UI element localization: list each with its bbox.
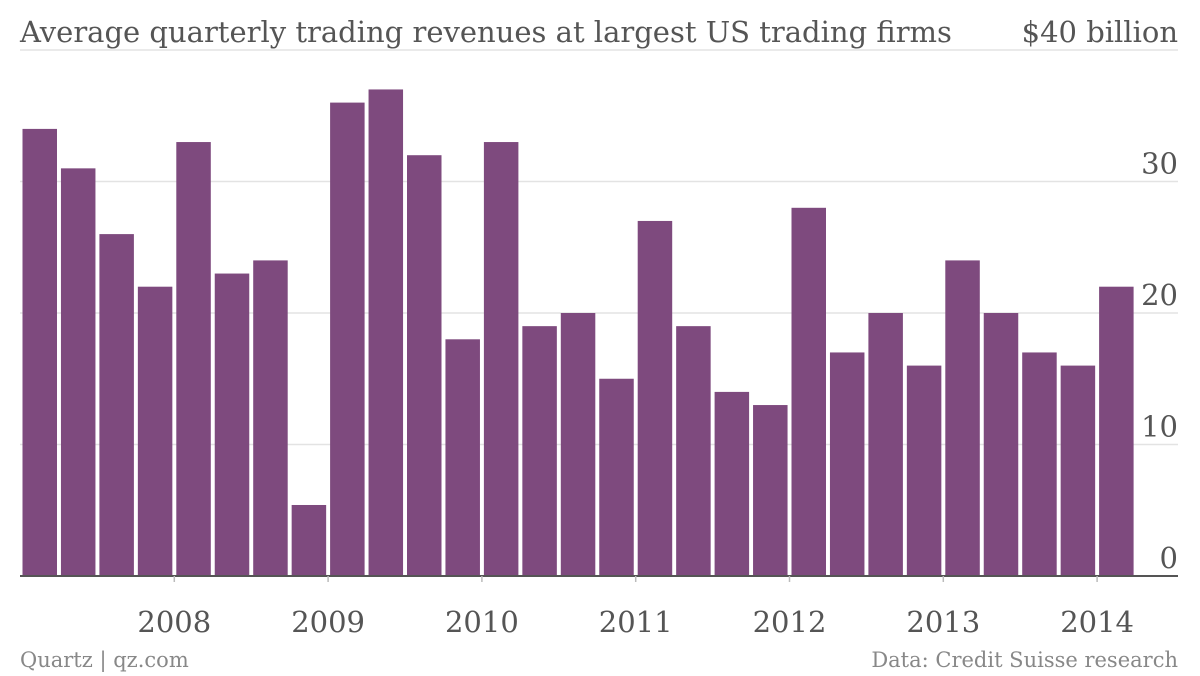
bar bbox=[214, 273, 250, 576]
bar bbox=[829, 352, 865, 576]
bar bbox=[599, 378, 634, 576]
axis-layer: 0 10 20 30 2008 2009 2010 2011 2012 2013 2014 bbox=[20, 147, 1178, 639]
bar bbox=[676, 326, 711, 576]
bar-layer bbox=[22, 89, 1134, 577]
bar bbox=[791, 207, 826, 577]
chart-title: Average quarterly trading revenues at la… bbox=[19, 15, 952, 49]
bar bbox=[137, 286, 173, 576]
bar bbox=[753, 405, 788, 576]
x-tick-label: 2012 bbox=[753, 605, 827, 639]
bar bbox=[291, 504, 327, 576]
data-source: Data: Credit Suisse research bbox=[871, 648, 1178, 672]
bar bbox=[906, 365, 942, 576]
bar bbox=[253, 260, 288, 576]
source-credit: Quartz | qz.com bbox=[20, 648, 189, 673]
x-tick-label: 2011 bbox=[599, 605, 673, 639]
y-tick-label: 0 bbox=[1160, 541, 1178, 575]
bar bbox=[407, 155, 442, 576]
bar bbox=[714, 391, 750, 576]
bar bbox=[522, 326, 557, 576]
bar bbox=[445, 339, 480, 576]
bar bbox=[483, 142, 519, 577]
x-tick-label: 2013 bbox=[906, 605, 980, 639]
bar bbox=[868, 313, 903, 576]
bar bbox=[368, 89, 404, 576]
bar bbox=[1099, 286, 1134, 576]
bar bbox=[637, 220, 673, 576]
y-tick-label: 20 bbox=[1141, 278, 1178, 312]
y-axis-unit-label: $40 billion bbox=[1022, 15, 1178, 49]
bar bbox=[1060, 365, 1096, 576]
x-tick-label: 2014 bbox=[1060, 605, 1134, 639]
bar bbox=[60, 168, 96, 576]
bar bbox=[560, 313, 596, 576]
y-tick-label: 30 bbox=[1141, 147, 1178, 181]
y-tick-label: 10 bbox=[1141, 410, 1178, 444]
bar bbox=[176, 142, 211, 577]
x-tick-label: 2008 bbox=[137, 605, 211, 639]
bar bbox=[983, 313, 1019, 576]
bar bbox=[945, 260, 980, 576]
bar bbox=[99, 234, 134, 576]
bar bbox=[330, 102, 365, 576]
bar bbox=[22, 128, 57, 576]
bar bbox=[1022, 352, 1057, 576]
x-tick-label: 2010 bbox=[445, 605, 519, 639]
x-tick-label: 2009 bbox=[291, 605, 365, 639]
